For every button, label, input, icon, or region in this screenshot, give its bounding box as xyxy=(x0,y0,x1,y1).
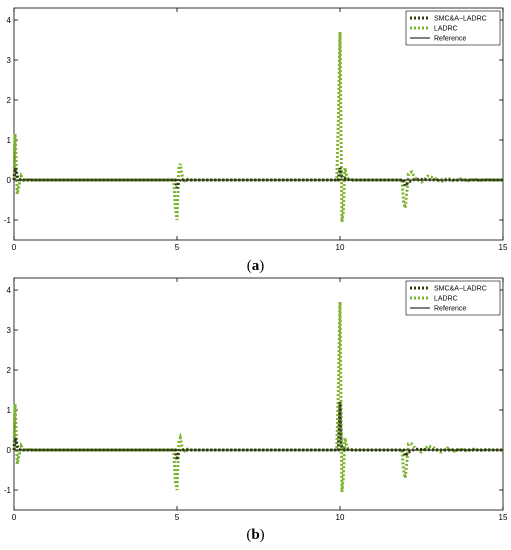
caption-a-letter: a xyxy=(251,258,260,274)
series-line-smc-a-ladrc-a xyxy=(12,167,503,190)
y-tick-label: 2 xyxy=(7,366,12,375)
plot-frame-b xyxy=(13,277,504,511)
caption-b: (b) xyxy=(246,527,265,543)
y-tick-label: 0 xyxy=(7,446,12,455)
x-tick-label: 5 xyxy=(175,243,180,252)
y-tick-label: 4 xyxy=(7,16,12,25)
x-tick-label: 0 xyxy=(12,513,17,522)
y-tick-label: 1 xyxy=(7,136,12,145)
legend-box-a xyxy=(405,10,501,46)
series-line-smc-a-ladrc-b xyxy=(12,401,503,461)
legend-label: Reference xyxy=(434,36,466,43)
x-tick-label: 10 xyxy=(336,243,345,252)
x-tick-label: 15 xyxy=(499,513,508,522)
legend-label: LADRC xyxy=(434,26,458,33)
series-line-ladrc-a xyxy=(12,31,503,223)
y-tick-label: 1 xyxy=(7,406,12,415)
y-tick-label: 0 xyxy=(7,176,12,185)
x-tick-label: 10 xyxy=(336,513,345,522)
x-tick-label: 0 xyxy=(12,243,17,252)
legend-box-b xyxy=(405,280,501,316)
caption-a: (a) xyxy=(246,258,265,274)
legend-label: Reference xyxy=(434,306,466,313)
x-tick-label: 5 xyxy=(175,513,180,522)
y-tick-label: 3 xyxy=(7,326,12,335)
legend-label: LADRC xyxy=(434,296,458,303)
y-tick-label: -1 xyxy=(4,486,12,495)
legend-label: SMC&A−LADRC xyxy=(434,286,487,293)
panel-b: 0 5 10 15 -1 0 1 2 3 4 SMC&A−LADRC LADRC Reference xyxy=(4,277,508,522)
legend-label: SMC&A−LADRC xyxy=(434,16,487,23)
series-line-ladrc-b xyxy=(12,301,503,493)
caption-b-letter: b xyxy=(251,527,260,543)
y-tick-label: 2 xyxy=(7,96,12,105)
y-tick-label: -1 xyxy=(4,216,12,225)
panel-a: 0 5 10 15 -1 0 1 2 3 4 SMC&A−LADRC LADRC Reference xyxy=(4,7,508,252)
y-tick-label: 4 xyxy=(7,286,12,295)
plot-frame-a xyxy=(13,7,504,241)
y-tick-label: 3 xyxy=(7,56,12,65)
x-tick-label: 15 xyxy=(499,243,508,252)
